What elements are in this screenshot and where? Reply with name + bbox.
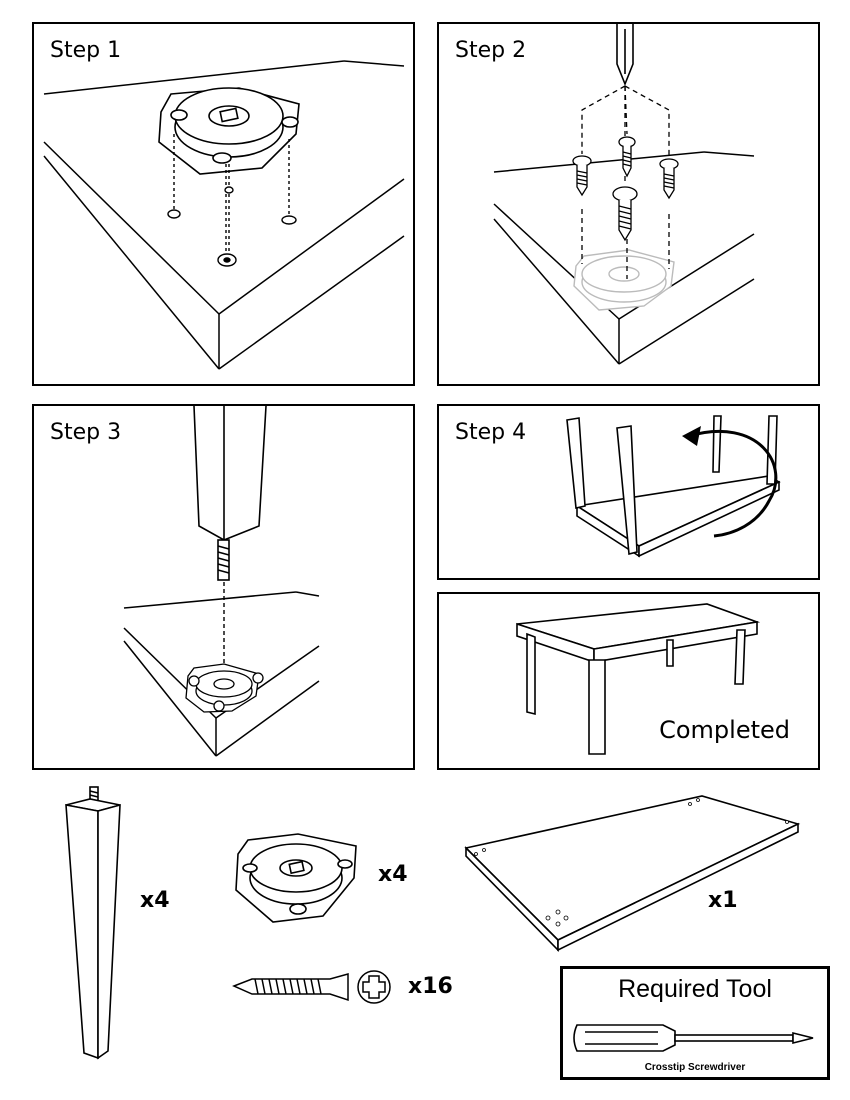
step-3-panel: Step 3 (32, 404, 415, 770)
plate-quantity: x4 (378, 862, 408, 887)
tabletop-quantity: x1 (708, 888, 738, 913)
screw-quantity: x16 (408, 974, 453, 999)
completed-label: Completed (659, 716, 790, 744)
required-tool-title: Required Tool (618, 975, 772, 1003)
screw-part (232, 970, 391, 1004)
screwdriver-icon (573, 1024, 814, 1052)
completed-table-illustration (516, 603, 761, 755)
step-3-illustration (123, 406, 320, 757)
step-2-illustration (493, 24, 755, 365)
completed-panel: Completed (437, 592, 820, 770)
step-1-panel: Step 1 (32, 22, 415, 386)
required-tool-box: Required Tool Crosstip Screwdriver (560, 966, 830, 1080)
leg-part (65, 786, 121, 1060)
step-4-panel: Step 4 (437, 404, 820, 580)
step-1-label: Step 1 (50, 38, 122, 63)
step-4-label: Step 4 (455, 420, 527, 445)
required-tool-name: Crosstip Screwdriver (644, 1062, 746, 1073)
step-2-label: Step 2 (455, 38, 527, 63)
step-3-label: Step 3 (50, 420, 122, 445)
step-1-illustration (43, 60, 405, 370)
tabletop-part (464, 795, 801, 952)
step-4-illustration (566, 415, 781, 558)
step-2-panel: Step 2 (437, 22, 820, 386)
mounting-plate-part (235, 833, 357, 923)
leg-quantity: x4 (140, 888, 170, 913)
